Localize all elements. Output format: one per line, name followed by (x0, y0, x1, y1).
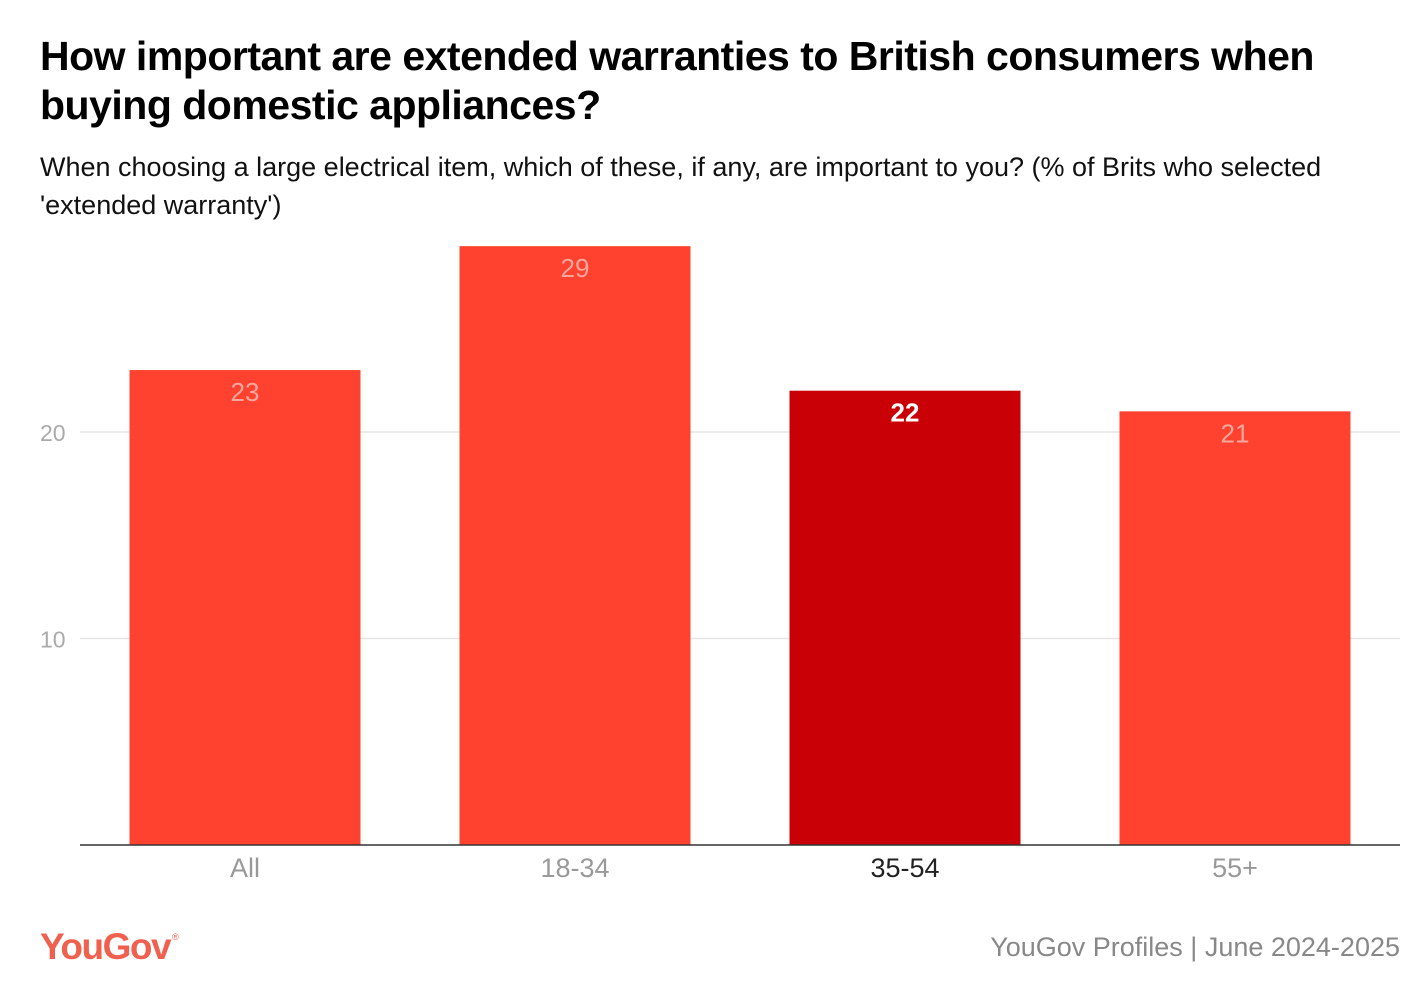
data-label: 23 (231, 377, 260, 407)
source-note: YouGov Profiles | June 2024-2025 (990, 932, 1400, 962)
yougov-logo: YouGov ® (40, 926, 179, 967)
data-label: 29 (561, 253, 590, 283)
y-tick-label: 10 (40, 627, 66, 653)
x-tick-label: 55+ (1212, 853, 1258, 883)
chart-subtitle: When choosing a large electrical item, w… (40, 152, 1322, 220)
bar-55+ (1119, 411, 1351, 845)
x-tick-label: 18-34 (540, 853, 609, 883)
bar-18-34 (459, 246, 691, 845)
bar-All (129, 370, 361, 845)
bar-35-54 (789, 390, 1021, 845)
chart-title: How important are extended warranties to… (40, 33, 1314, 128)
logo-text: YouGov (40, 926, 172, 967)
x-tick-label: 35-54 (870, 853, 939, 883)
data-label: 22 (891, 398, 920, 428)
data-label: 21 (1221, 418, 1250, 448)
y-tick-label: 20 (40, 420, 66, 446)
x-tick-label: All (230, 853, 260, 883)
